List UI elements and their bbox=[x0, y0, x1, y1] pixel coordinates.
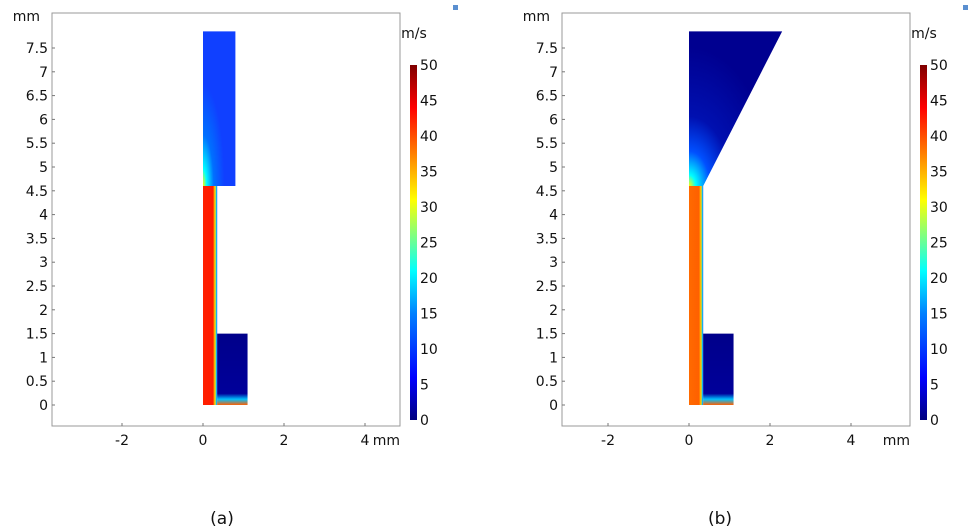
y-tick-label: 0.5 bbox=[536, 374, 558, 390]
colorbar-tick-label: 15 bbox=[930, 307, 948, 323]
x-tick-label: 0 bbox=[199, 433, 208, 449]
y-tick-label: 2 bbox=[549, 303, 558, 319]
corner-marker-icon bbox=[963, 5, 968, 10]
x-unit-label: mm bbox=[883, 433, 910, 449]
reservoir-region bbox=[689, 31, 783, 187]
y-tick-label: 0.5 bbox=[26, 374, 48, 390]
panel-caption: (a) bbox=[210, 509, 234, 529]
y-tick-label: 4 bbox=[39, 208, 48, 224]
x-tick-label: -2 bbox=[601, 433, 615, 449]
colorbar-tick-label: 0 bbox=[930, 413, 939, 429]
y-unit-label: mm bbox=[523, 9, 550, 25]
y-tick-label: 2 bbox=[39, 303, 48, 319]
colorbar-tick-label: 15 bbox=[420, 307, 438, 323]
lower-block-region bbox=[217, 333, 248, 405]
y-tick-label: 2.5 bbox=[26, 279, 48, 295]
x-tick-label: 2 bbox=[766, 433, 775, 449]
y-tick-label: 4.5 bbox=[536, 184, 558, 200]
colorbar-tick-label: 40 bbox=[420, 129, 438, 145]
reservoir-region bbox=[203, 31, 236, 187]
y-tick-label: 7 bbox=[39, 65, 48, 81]
colorbar-tick-label: 50 bbox=[420, 58, 438, 74]
colorbar-tick-label: 35 bbox=[930, 165, 948, 181]
colorbar-tick-label: 30 bbox=[930, 200, 948, 216]
x-tick-label: 0 bbox=[685, 433, 694, 449]
panel-b: 0 0.5 1 1.5 2 2.5 3 3.5 4 4.5 5 5.5 6 6.5 7 7.5 mm -2 0 2 4 m… bbox=[523, 5, 968, 529]
y-tick-label: 2.5 bbox=[536, 279, 558, 295]
colorbar-tick-label: 0 bbox=[420, 413, 429, 429]
y-tick-label: 6 bbox=[549, 112, 558, 128]
colorbar-tick-label: 20 bbox=[420, 271, 438, 287]
colorbar-unit: m/s bbox=[401, 26, 427, 42]
y-tick-label: 7 bbox=[549, 65, 558, 81]
colorbar-tick-label: 10 bbox=[420, 342, 438, 358]
colorbar-tick-label: 30 bbox=[420, 200, 438, 216]
y-tick-label: 3 bbox=[39, 255, 48, 271]
corner-marker-icon bbox=[453, 5, 458, 10]
y-tick-label: 7.5 bbox=[26, 41, 48, 57]
colorbar-tick-label: 20 bbox=[930, 271, 948, 287]
y-tick-label: 1 bbox=[549, 350, 558, 366]
y-tick-label: 6 bbox=[39, 112, 48, 128]
y-tick-label: 1 bbox=[39, 350, 48, 366]
channel-region bbox=[203, 186, 218, 405]
x-unit-label: mm bbox=[373, 433, 400, 449]
colorbar-tick-label: 25 bbox=[420, 236, 438, 252]
y-tick-label: 3 bbox=[549, 255, 558, 271]
panel-a: 00.511.522.533.544.555.566.577.5mm-2 0 2 4 m… bbox=[13, 5, 458, 529]
y-tick-label: 0 bbox=[39, 398, 48, 414]
x-tick-label: 4 bbox=[847, 433, 856, 449]
y-tick-label: 6.5 bbox=[26, 89, 48, 105]
colorbar bbox=[410, 65, 417, 420]
y-tick-label: 1.5 bbox=[536, 327, 558, 343]
colorbar-unit: m/s bbox=[911, 26, 937, 42]
channel-region bbox=[689, 186, 704, 405]
y-tick-label: 5 bbox=[549, 160, 558, 176]
x-tick-label: 4 bbox=[361, 433, 370, 449]
y-tick-label: 1.5 bbox=[26, 327, 48, 343]
y-tick-label: 6.5 bbox=[536, 89, 558, 105]
x-tick-label: 2 bbox=[280, 433, 289, 449]
colorbar-tick-label: 5 bbox=[930, 378, 939, 394]
y-tick-label: 7.5 bbox=[536, 41, 558, 57]
y-tick-label: 5 bbox=[39, 160, 48, 176]
y-tick-label: 5.5 bbox=[26, 136, 48, 152]
colorbar-tick-label: 45 bbox=[930, 94, 948, 110]
colorbar-tick-label: 25 bbox=[930, 236, 948, 252]
colorbar-tick-label: 5 bbox=[420, 378, 429, 394]
y-tick-label: 3.5 bbox=[536, 231, 558, 247]
y-tick-label: 4 bbox=[549, 208, 558, 224]
colorbar-tick-label: 50 bbox=[930, 58, 948, 74]
colorbar-tick-label: 45 bbox=[420, 94, 438, 110]
lower-block-region bbox=[703, 333, 734, 405]
y-tick-label: 5.5 bbox=[536, 136, 558, 152]
panel-caption: (b) bbox=[708, 509, 732, 529]
x-tick-label: -2 bbox=[115, 433, 129, 449]
y-tick-label: 0 bbox=[549, 398, 558, 414]
colorbar bbox=[920, 65, 927, 420]
colorbar-tick-label: 40 bbox=[930, 129, 948, 145]
colorbar-tick-label: 35 bbox=[420, 165, 438, 181]
y-tick-label: 3.5 bbox=[26, 231, 48, 247]
colorbar-tick-label: 10 bbox=[930, 342, 948, 358]
y-tick-label: 4.5 bbox=[26, 184, 48, 200]
y-unit-label: mm bbox=[13, 9, 40, 25]
